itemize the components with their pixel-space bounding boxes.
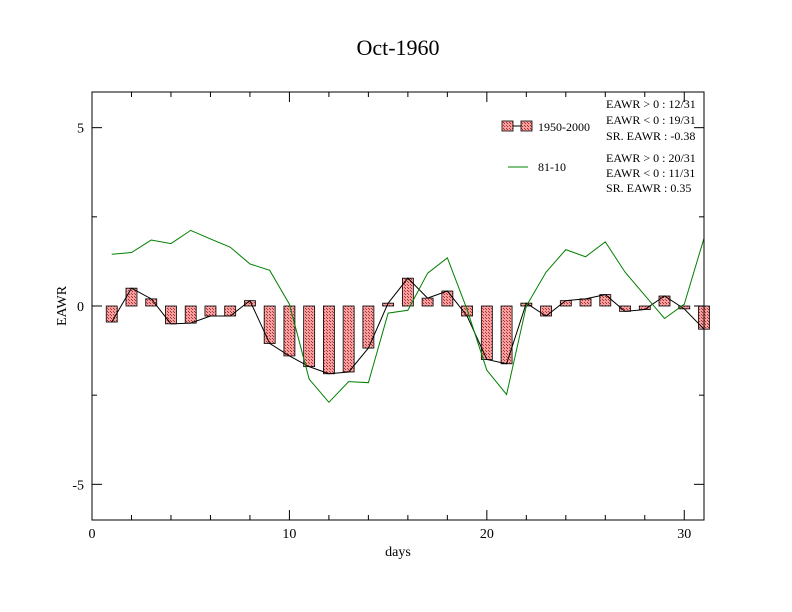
legend-swatch-1950-2000 xyxy=(501,120,514,132)
bar-1950-2000 xyxy=(283,305,296,357)
bar-1950-2000 xyxy=(500,305,513,365)
series-line-1950-2000 xyxy=(111,277,705,375)
bar-1950-2000 xyxy=(184,305,197,324)
bar-1950-2000 xyxy=(323,305,335,375)
legend-label-81-10: 81-10 xyxy=(538,160,566,174)
bar-1950-2000 xyxy=(421,297,434,307)
bar-1950-2000 xyxy=(362,305,375,349)
x-tick-label: 10 xyxy=(282,527,296,542)
bar-1950-2000 xyxy=(599,294,612,307)
bar-1950-2000 xyxy=(105,305,118,323)
stat-annotation: EAWR > 0 : 20/31 xyxy=(606,151,696,165)
bar-1950-2000 xyxy=(165,305,177,325)
legend-swatch-1950-2000 xyxy=(520,120,533,132)
bar-1950-2000 xyxy=(441,290,454,307)
y-tick-label: 5 xyxy=(77,122,84,137)
stat-annotation: EAWR < 0 : 19/31 xyxy=(606,113,696,127)
stat-annotation: EAWR < 0 : 11/31 xyxy=(606,166,695,180)
bar-1950-2000 xyxy=(658,295,671,307)
y-tick-label: 0 xyxy=(77,300,84,315)
x-tick-label: 30 xyxy=(677,527,691,542)
y-tick-label: -5 xyxy=(72,478,84,493)
bar-1950-2000 xyxy=(125,287,138,307)
legend-label-1950-2000: 1950-2000 xyxy=(538,120,590,134)
bar-1950-2000 xyxy=(579,298,592,307)
stat-annotation: SR. EAWR : 0.35 xyxy=(606,181,691,195)
x-tick-label: 20 xyxy=(480,527,494,542)
x-axis-label: days xyxy=(385,545,411,560)
plot-area xyxy=(105,229,710,404)
axes: 0 10 20 30 -5 0 5 xyxy=(72,91,705,542)
legend: 1950-2000 81-10 EAWR > 0 : 12/31 EAWR < 0 :… xyxy=(501,97,696,195)
bar-1950-2000 xyxy=(342,305,355,373)
series-line-81-10 xyxy=(111,229,705,404)
chart-title: Oct-1960 xyxy=(356,35,439,60)
bar-1950-2000 xyxy=(224,305,237,317)
stat-annotation: SR. EAWR : -0.38 xyxy=(606,129,695,143)
bar-1950-2000 xyxy=(540,305,552,317)
bar-1950-2000 xyxy=(263,305,276,344)
bar-1950-2000 xyxy=(145,298,158,307)
y-axis-label: EAWR xyxy=(55,285,70,326)
x-tick-label: 0 xyxy=(89,527,96,542)
bar-1950-2000 xyxy=(204,305,217,317)
stat-annotation: EAWR > 0 : 12/31 xyxy=(606,97,696,111)
bar-1950-2000 xyxy=(303,305,316,368)
